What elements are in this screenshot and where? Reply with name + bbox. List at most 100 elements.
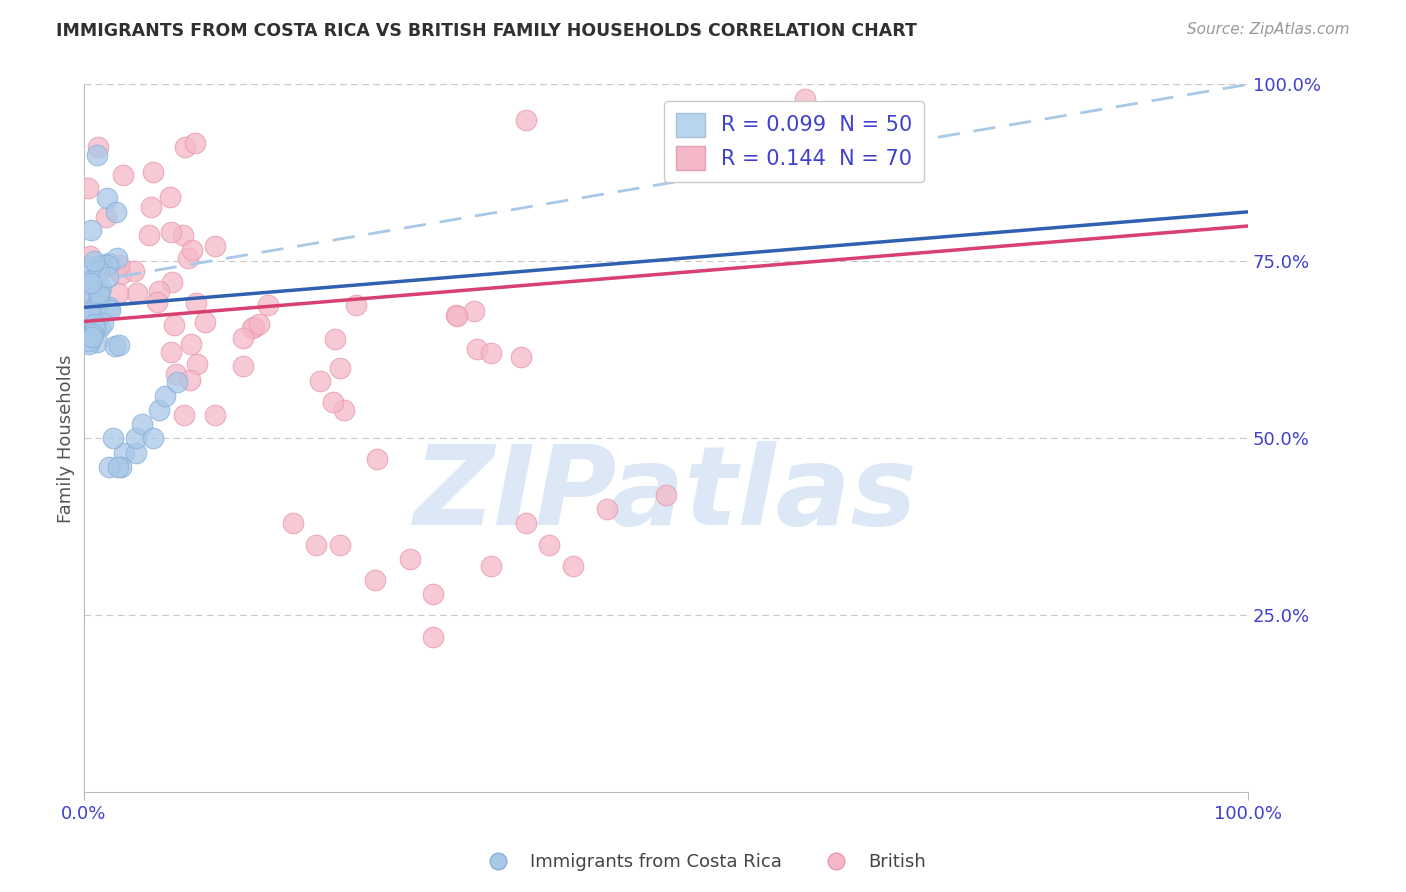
Point — [422, 587, 444, 601]
Point — [82, 330, 104, 344]
Point — [87, 140, 110, 154]
Point — [654, 488, 676, 502]
Point — [329, 537, 352, 551]
Point — [82, 327, 104, 342]
Point — [166, 375, 188, 389]
Legend: R = 0.099  N = 50, R = 0.144  N = 70: R = 0.099 N = 50, R = 0.144 N = 70 — [665, 101, 924, 182]
Point — [794, 92, 817, 106]
Point — [97, 270, 120, 285]
Y-axis label: Family Households: Family Households — [58, 354, 75, 523]
Point — [138, 228, 160, 243]
Point — [73, 310, 96, 325]
Point — [515, 112, 537, 127]
Point — [181, 244, 204, 258]
Point — [465, 343, 488, 357]
Point — [108, 338, 131, 352]
Point — [141, 200, 163, 214]
Point — [98, 459, 121, 474]
Point — [98, 303, 121, 318]
Point — [162, 318, 184, 332]
Point — [172, 227, 194, 242]
Point — [98, 300, 121, 314]
Point — [125, 431, 148, 445]
Point — [479, 558, 502, 573]
Point — [91, 316, 114, 330]
Point — [107, 286, 129, 301]
Point — [179, 373, 201, 387]
Point — [105, 205, 128, 219]
Point — [148, 284, 170, 298]
Point — [363, 573, 385, 587]
Point — [122, 264, 145, 278]
Point — [232, 330, 254, 344]
Point — [104, 338, 127, 352]
Point — [142, 165, 165, 179]
Point — [96, 258, 118, 272]
Point — [84, 299, 107, 313]
Point — [107, 459, 129, 474]
Point — [83, 317, 105, 331]
Legend: Immigrants from Costa Rica, British: Immigrants from Costa Rica, British — [472, 847, 934, 879]
Point — [101, 431, 124, 445]
Point — [89, 263, 111, 277]
Point — [79, 305, 101, 319]
Point — [148, 403, 170, 417]
Point — [281, 516, 304, 531]
Point — [184, 296, 207, 310]
Point — [77, 181, 100, 195]
Point — [159, 345, 181, 359]
Point — [309, 374, 332, 388]
Point — [596, 502, 619, 516]
Point — [159, 225, 181, 239]
Point — [446, 308, 468, 322]
Point — [77, 334, 100, 348]
Point — [323, 333, 346, 347]
Point — [180, 336, 202, 351]
Point — [142, 431, 165, 445]
Point — [76, 261, 98, 276]
Point — [87, 311, 110, 326]
Point — [332, 403, 354, 417]
Point — [87, 290, 110, 304]
Point — [422, 630, 444, 644]
Point — [131, 417, 153, 432]
Point — [243, 319, 266, 334]
Point — [90, 281, 112, 295]
Point — [87, 285, 110, 300]
Point — [247, 317, 270, 331]
Point — [446, 309, 468, 323]
Point — [110, 268, 132, 282]
Point — [184, 136, 207, 151]
Point — [463, 303, 485, 318]
Point — [112, 445, 135, 459]
Point — [84, 321, 107, 335]
Text: ZIPatlas: ZIPatlas — [413, 442, 918, 549]
Point — [83, 254, 105, 268]
Point — [177, 251, 200, 265]
Point — [84, 289, 107, 303]
Point — [194, 315, 217, 329]
Point — [86, 335, 108, 350]
Point — [160, 275, 183, 289]
Point — [79, 249, 101, 263]
Point — [366, 452, 388, 467]
Point — [322, 394, 344, 409]
Point — [90, 258, 112, 272]
Point — [204, 239, 226, 253]
Point — [77, 285, 100, 299]
Point — [80, 276, 103, 290]
Point — [256, 298, 278, 312]
Point — [232, 359, 254, 373]
Point — [96, 191, 118, 205]
Point — [80, 222, 103, 236]
Point — [346, 298, 368, 312]
Point — [89, 320, 111, 334]
Point — [515, 516, 537, 531]
Point — [84, 320, 107, 334]
Point — [240, 321, 263, 335]
Point — [561, 558, 583, 573]
Point — [186, 357, 208, 371]
Point — [153, 389, 176, 403]
Point — [105, 252, 128, 266]
Text: IMMIGRANTS FROM COSTA RICA VS BRITISH FAMILY HOUSEHOLDS CORRELATION CHART: IMMIGRANTS FROM COSTA RICA VS BRITISH FA… — [56, 22, 917, 40]
